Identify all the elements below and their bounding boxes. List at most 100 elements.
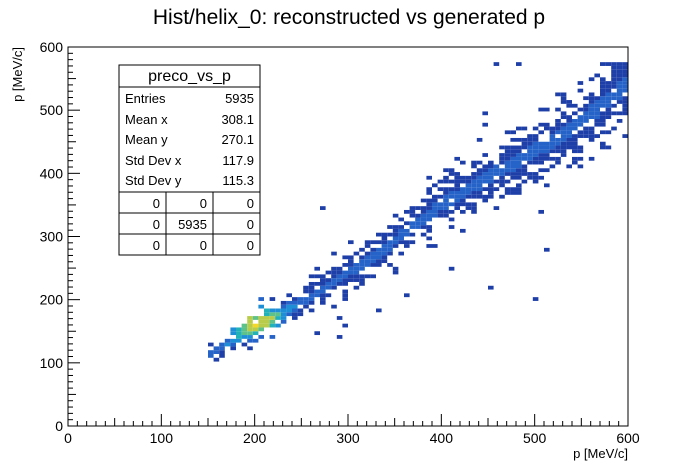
- heatmap-cell: [241, 331, 248, 336]
- heatmap-cell: [437, 202, 444, 207]
- heatmap-cell: [336, 278, 343, 282]
- heatmap-cell: [488, 175, 494, 180]
- heatmap-cell: [560, 130, 567, 135]
- heatmap-cell: [370, 274, 376, 279]
- heatmap-cell: [471, 175, 477, 180]
- heatmap-cell: [331, 251, 337, 256]
- heatmap-cell: [303, 285, 309, 290]
- heatmap-cell: [521, 126, 528, 131]
- heatmap-cell: [521, 145, 528, 150]
- heatmap-cell: [364, 263, 371, 267]
- heatmap-cell: [482, 122, 488, 127]
- heatmap-cell: [404, 240, 410, 245]
- x-tick-label: 0: [64, 430, 72, 446]
- heatmap-cell: [482, 175, 488, 180]
- heatmap-cell: [605, 62, 612, 66]
- heatmap-cell: [448, 179, 455, 184]
- heatmap-cell: [325, 293, 332, 298]
- heatmap-cell: [348, 270, 354, 275]
- heatmap-cell: [622, 65, 628, 70]
- heatmap-cell: [213, 346, 220, 351]
- heatmap-cell: [600, 103, 606, 108]
- heatmap-cell: [555, 107, 561, 112]
- heatmap-cell: [471, 191, 477, 195]
- heatmap-cell: [443, 209, 449, 214]
- heatmap-cell: [392, 266, 399, 271]
- heatmap-cell: [264, 319, 270, 324]
- heatmap-cell: [454, 172, 460, 176]
- heatmap-cell: [404, 209, 410, 214]
- heatmap-cell: [342, 274, 348, 279]
- heatmap-cell: [600, 145, 606, 150]
- heatmap-cell: [611, 77, 617, 82]
- heatmap-cell: [303, 297, 309, 301]
- heatmap-cell: [241, 335, 248, 339]
- heatmap-cell: [258, 297, 264, 301]
- heatmap-cell: [460, 191, 466, 195]
- heatmap-cell: [432, 202, 438, 207]
- heatmap-cell: [331, 281, 337, 286]
- heatmap-cell: [252, 323, 259, 328]
- heatmap-cell: [504, 156, 511, 161]
- heatmap-cell: [320, 285, 326, 290]
- heatmap-cell: [308, 285, 315, 290]
- heatmap-cell: [286, 304, 292, 309]
- heatmap-cell: [588, 111, 595, 116]
- heatmap-cell: [510, 172, 516, 176]
- heatmap-cell: [488, 168, 494, 173]
- heatmap-cell: [476, 160, 483, 165]
- heatmap-cell: [566, 126, 572, 131]
- heatmap-cell: [488, 164, 494, 169]
- stats-box-title: preco_vs_p: [148, 68, 231, 85]
- heatmap-cell: [600, 122, 606, 127]
- stats-label-mean-x: Mean x: [125, 112, 168, 127]
- heatmap-cell: [359, 266, 365, 271]
- heatmap-cell: [258, 327, 264, 332]
- heatmap-cell: [538, 141, 544, 146]
- heatmap-cell: [465, 179, 472, 184]
- heatmap-cell: [549, 156, 556, 161]
- heatmap-cell: [521, 141, 528, 146]
- heatmap-cell: [566, 145, 572, 150]
- heatmap-cell: [611, 73, 617, 78]
- heatmap-cell: [622, 62, 628, 66]
- heatmap-cell: [544, 156, 550, 161]
- heatmap-cell: [577, 164, 584, 169]
- heatmap-cell: [331, 304, 337, 309]
- heatmap-cell: [516, 183, 522, 188]
- heatmap-cell: [348, 278, 354, 282]
- heatmap-cell: [588, 100, 595, 104]
- heatmap-cell: [600, 62, 606, 66]
- heatmap-cell: [387, 244, 393, 248]
- heatmap-cell: [426, 244, 432, 248]
- heatmap-cell: [544, 183, 550, 188]
- heatmap-cell: [622, 88, 628, 93]
- heatmap-cell: [258, 304, 264, 309]
- heatmap-cell: [398, 240, 404, 245]
- heatmap-cell: [359, 281, 365, 286]
- heatmap-cell: [622, 96, 628, 101]
- heatmap-cell: [600, 100, 606, 104]
- heatmap-cell: [555, 160, 561, 165]
- heatmap-cell: [622, 73, 628, 78]
- heatmap-cell: [432, 213, 438, 218]
- heatmap-cell: [320, 289, 326, 294]
- heatmap-cell: [420, 232, 427, 237]
- heatmap-cell: [476, 187, 483, 192]
- heatmap-cell: [504, 164, 511, 169]
- heatmap-cell: [583, 96, 589, 101]
- heatmap-cell: [230, 346, 236, 351]
- heatmap-cell: [566, 122, 572, 127]
- heatmap-cell: [292, 308, 298, 313]
- heatmap-cell: [510, 137, 516, 142]
- heatmap-cell: [303, 300, 309, 305]
- heatmap-cell: [622, 81, 628, 85]
- heatmap-cell: [600, 92, 606, 97]
- heatmap-cell: [252, 316, 259, 320]
- heatmap-cell: [292, 297, 298, 301]
- heatmap-cell: [549, 145, 556, 150]
- heatmap-cell: [555, 145, 561, 150]
- heatmap-cell: [482, 168, 488, 173]
- heatmap-cell: [460, 175, 466, 180]
- heatmap-cell: [600, 130, 606, 135]
